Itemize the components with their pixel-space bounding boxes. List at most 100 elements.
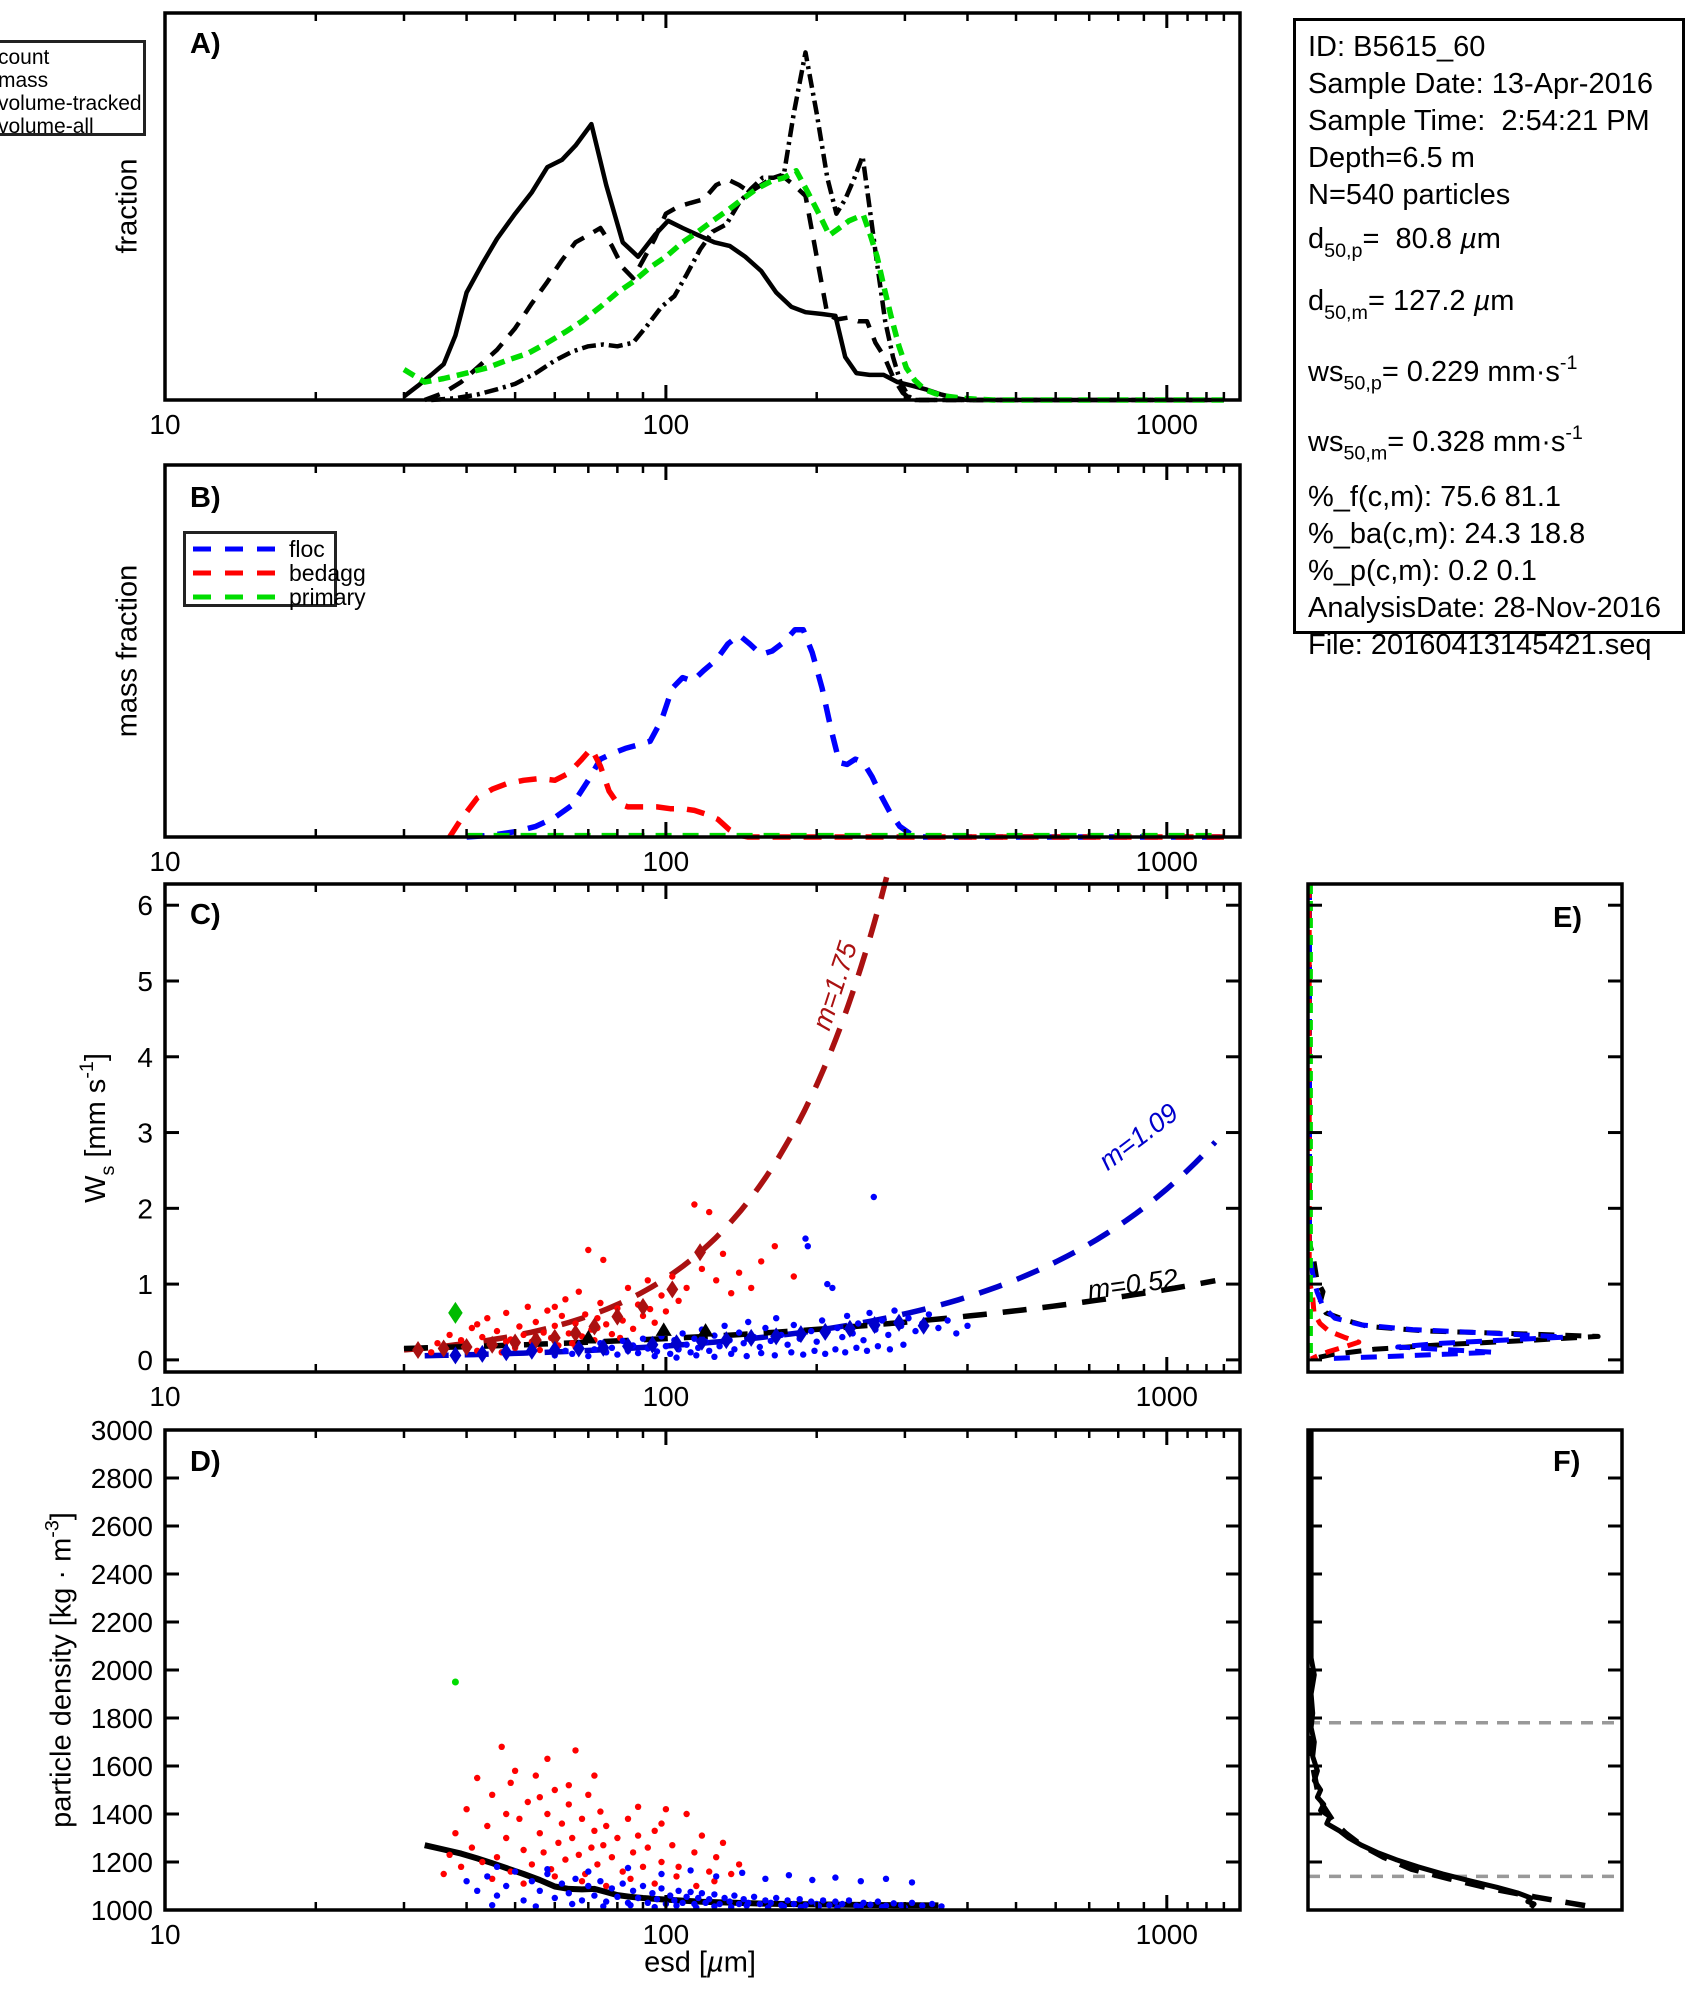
scatter-point-floc-density: [882, 1875, 890, 1882]
info-line: File: 20160413145421.seq: [1308, 627, 1670, 664]
marker-bedagg-medians: [694, 1243, 706, 1262]
scatter-point-floc-density: [874, 1898, 882, 1905]
scatter-point-bedagg-points: [713, 1277, 720, 1284]
scatter-point-bedagg-density: [644, 1844, 651, 1851]
axis-title-particle-density: particle density [kg · m-3]: [42, 1512, 79, 1828]
panel-d-label: D): [190, 1446, 221, 1478]
info-line: %_p(c,m): 0.2 0.1: [1308, 553, 1670, 590]
scatter-point-bedagg-density: [565, 1782, 572, 1789]
scatter-point-bedagg-density: [498, 1743, 505, 1750]
info-line: Sample Date: 13-Apr-2016: [1308, 66, 1670, 103]
scatter-point-floc-points: [818, 1317, 826, 1324]
scatter-point-floc-density: [695, 1894, 702, 1902]
scatter-point-floc-points: [585, 1352, 592, 1360]
scatter-point-bedagg-density: [489, 1875, 496, 1882]
scatter-point-floc-density: [673, 1902, 680, 1909]
scatter-point-floc-density: [671, 1897, 678, 1904]
scatter-point-bedagg-points: [520, 1331, 527, 1339]
panel-border: [163, 463, 1242, 839]
scatter-point-floc-points: [745, 1318, 752, 1326]
text-segment: = 80.8: [1362, 223, 1461, 255]
scatter-point-bedagg-points: [544, 1307, 551, 1314]
scatter-point-floc-points: [813, 1338, 820, 1345]
scatter-point-floc-points: [944, 1317, 951, 1324]
scatter-point-floc-points: [683, 1341, 690, 1348]
scatter-point-floc-density: [591, 1892, 598, 1899]
scatter-point-bedagg-points: [624, 1284, 632, 1292]
scatter-point-floc-points: [693, 1352, 700, 1359]
marker-bedagg-medians: [548, 1328, 561, 1347]
scatter-point-floc-points: [619, 1337, 626, 1345]
scatter-point-bedagg-density: [474, 1774, 481, 1782]
marker-floc-medians: [745, 1328, 758, 1347]
scatter-point-floc-points: [667, 1350, 674, 1357]
scatter-point-bedagg-density: [639, 1863, 647, 1870]
scatter-point-bedagg-density: [463, 1806, 470, 1813]
y-tick-label: 6: [137, 890, 153, 921]
y-tick-label: 4: [137, 1042, 153, 1073]
info-line: d50,p= 80.8 µm: [1308, 214, 1670, 276]
scatter-point-floc-density: [493, 1863, 501, 1870]
scatter-point-bedagg-points: [719, 1250, 727, 1257]
series-ws-hist-floc: [1307, 884, 1568, 1362]
scatter-point-floc-density: [796, 1896, 803, 1903]
scatter-point-bedagg-density: [536, 1794, 543, 1801]
series-density-hist-dashed: [1306, 1430, 1595, 1910]
scatter-point-floc-density: [614, 1893, 621, 1900]
fit-label-m=1.75: m=1.75: [806, 937, 863, 1034]
scatter-point-floc-density: [832, 1874, 839, 1881]
text-segment: m: [1490, 284, 1515, 317]
panel-c-plot: m=1.75 m=1.09 m=0.52 10 100 1000 0 1 2 3 4 5 6: [137, 876, 1242, 1412]
text-segment: ws: [1308, 355, 1344, 388]
scatter-point-floc-density: [627, 1902, 634, 1909]
legend-item: volume-tracked: [0, 92, 142, 115]
text-segment: m]: [723, 1946, 756, 1979]
scatter-point-floc-density: [528, 1878, 536, 1885]
scatter-point-floc-density: [544, 1870, 551, 1878]
text-segment: W: [79, 1175, 112, 1203]
scatter-point-floc-density: [867, 1901, 874, 1908]
text-segment: %_f(c,m): 75.6 81.1: [1308, 481, 1562, 514]
scatter-point-floc-density: [597, 1878, 604, 1885]
scatter-point-bedagg-density: [524, 1798, 531, 1806]
scatter-point-floc-points: [853, 1344, 860, 1351]
scatter-point-floc-points: [935, 1324, 942, 1332]
scatter-point-bedagg-density: [532, 1772, 539, 1779]
scatter-point-floc-points: [822, 1350, 829, 1357]
scatter-point-bedagg-density: [619, 1868, 626, 1875]
marker-floc-medians: [893, 1313, 905, 1332]
legend-floc-bedagg-primary: floc bedagg primary: [183, 531, 366, 610]
scatter-point-floc-points: [608, 1344, 616, 1351]
text-segment: -1: [1559, 351, 1578, 374]
scatter-point-floc-points: [711, 1353, 718, 1360]
scatter-point-bedagg-points: [790, 1273, 797, 1280]
marker-bedagg-medians: [611, 1307, 624, 1326]
scatter-point-floc-points: [756, 1343, 763, 1351]
scatter-point-bedagg-density: [698, 1832, 706, 1839]
scatter-point-floc-density: [809, 1876, 816, 1884]
scatter-point-bedagg-points: [551, 1303, 558, 1310]
fit-bedagg-fit: [403, 876, 890, 1353]
marker-floc-medians: [695, 1332, 708, 1351]
scatter-point-floc-density: [474, 1887, 481, 1894]
scatter-point-floc-points: [874, 1343, 882, 1350]
text-segment: Depth=6.5 m: [1308, 142, 1475, 174]
scatter-point-floc-points: [716, 1343, 723, 1350]
text-segment: µ: [1473, 284, 1491, 317]
scatter-point-bedagg-density: [693, 1882, 700, 1890]
scatter-point-floc-density: [790, 1900, 797, 1908]
text-segment: %_p(c,m): 0.2 0.1: [1308, 555, 1537, 588]
scatter-point-floc-points: [866, 1309, 873, 1317]
panel-border: [163, 11, 1242, 402]
series-ws-hist-bedagg: [1306, 884, 1362, 1362]
marker-floc-medians: [868, 1316, 881, 1335]
scatter-point-floc-points: [673, 1354, 680, 1361]
scatter-point-floc-points: [839, 1333, 846, 1341]
series-volume-all: [402, 167, 1224, 403]
scatter-point-floc-density: [603, 1898, 610, 1905]
scatter-point-bedagg-density: [675, 1863, 682, 1870]
y-tick-label: 3: [137, 1118, 153, 1149]
x-tick-label: 10: [149, 846, 180, 877]
y-tick-label: 1600: [91, 1751, 153, 1782]
scatter-point-bedagg-density: [507, 1779, 514, 1786]
